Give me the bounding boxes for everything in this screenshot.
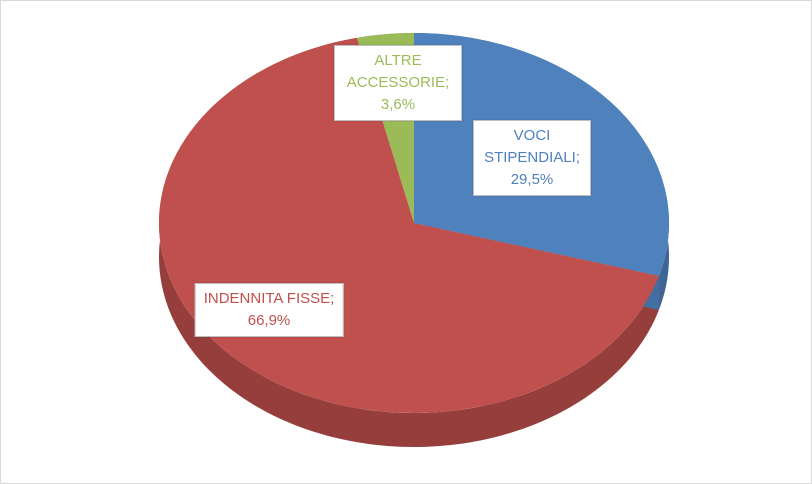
data-label: ALTRE ACCESSORIE; 3,6% [334,45,462,121]
data-label: VOCI STIPENDIALI; 29,5% [473,120,591,196]
label-value: 3,6% [380,96,416,113]
label-category: ALTRE ACCESSORIE; [346,52,450,91]
data-label: INDENNITA FISSE; 66,9% [194,283,344,337]
label-value: 66,9% [247,312,291,329]
label-value: 29,5% [510,171,554,188]
label-category: INDENNITA FISSE; [203,290,335,307]
label-category: VOCI STIPENDIALI; [484,127,580,166]
